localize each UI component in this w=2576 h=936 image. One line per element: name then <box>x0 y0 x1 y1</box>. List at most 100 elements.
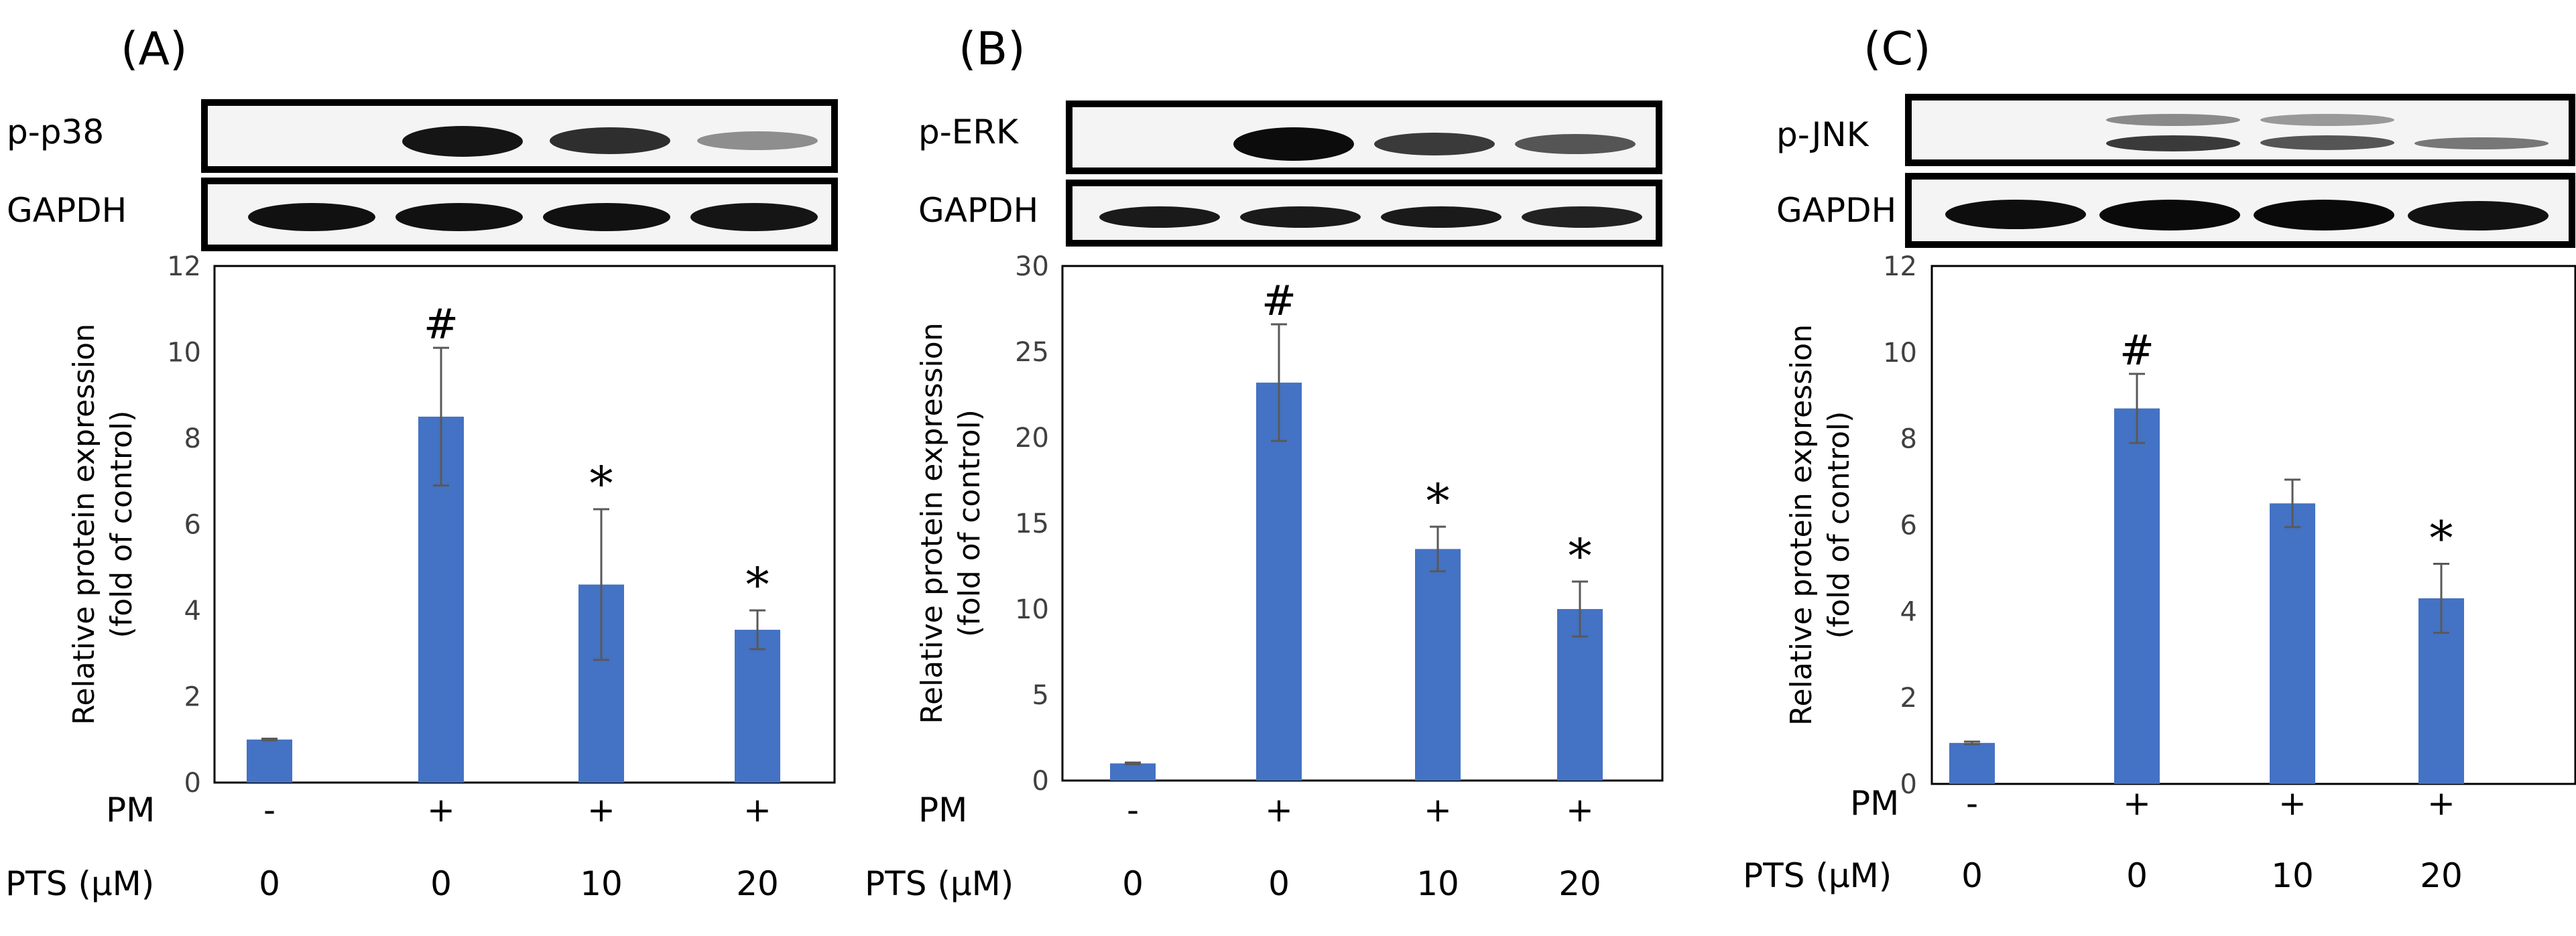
pts-value: 0 <box>259 864 280 903</box>
y-tick-label: 0 <box>184 768 201 799</box>
pts-value: 0 <box>430 864 452 903</box>
y-tick-label: 10 <box>167 338 201 369</box>
band <box>1515 134 1636 154</box>
pm-value: + <box>1566 791 1594 829</box>
panel-label: (A) <box>121 23 188 76</box>
bar <box>1110 763 1156 781</box>
y-tick-label: 0 <box>1032 766 1049 797</box>
panel-a: (A) p-p38 GAPDH 0 2 4 6 8 10 12 Relative protei… <box>0 0 838 936</box>
pm-value: - <box>263 791 276 829</box>
panel-label: (B) <box>959 23 1026 76</box>
bar <box>1557 609 1603 781</box>
band <box>248 203 375 231</box>
band <box>402 126 523 157</box>
bar-chart: 0 2 4 6 8 10 12 Relative protein expression (fol… <box>1784 251 2576 800</box>
band <box>1099 206 1220 228</box>
band <box>550 127 670 154</box>
y-tick-label: 5 <box>1032 680 1049 711</box>
y-axis-label: (fold of control) <box>953 409 987 637</box>
band <box>2260 114 2394 126</box>
y-axis-label: (fold of control) <box>105 411 139 639</box>
phospho-blot-label: p-p38 <box>7 113 105 151</box>
pts-value: 20 <box>1558 864 1601 903</box>
pts-value: 0 <box>1961 856 1983 895</box>
plot-frame <box>1930 265 2576 785</box>
y-tick-label: 2 <box>184 682 201 713</box>
band <box>395 203 523 231</box>
significance-marker: * <box>1569 529 1592 584</box>
loading-blot-label: GAPDH <box>7 191 127 230</box>
band <box>2099 200 2240 230</box>
pm-value: + <box>587 791 615 829</box>
y-tick-label: 20 <box>1015 423 1049 454</box>
bar <box>2114 408 2160 784</box>
pm-value: - <box>1126 791 1140 829</box>
y-tick-label: 10 <box>1883 338 1917 369</box>
loading-blot-label: GAPDH <box>918 191 1039 230</box>
significance-marker: # <box>2120 326 2154 375</box>
band <box>2414 137 2549 149</box>
plot-frame <box>213 265 836 784</box>
phospho-blot-image <box>1066 101 1662 174</box>
phospho-blot-image <box>201 99 838 173</box>
band <box>1374 133 1495 155</box>
pts-value: 0 <box>1268 864 1290 903</box>
band <box>2106 114 2240 126</box>
pts-value: 20 <box>736 864 779 903</box>
significance-marker: * <box>1426 474 1450 529</box>
y-axis-label: Relative protein expression <box>67 324 101 725</box>
y-tick-label: 0 <box>1900 769 1917 800</box>
y-tick-label: 6 <box>1900 511 1917 541</box>
pts-row-label: PTS (μM) <box>865 864 1014 903</box>
pm-row-label: PM <box>1850 784 1900 823</box>
panel-label: (C) <box>1863 23 1931 76</box>
phospho-blot-label: p-JNK <box>1776 115 1869 154</box>
phospho-blot-image <box>1905 94 2575 166</box>
pm-value: + <box>2278 784 2307 823</box>
pts-value: 10 <box>1416 864 1459 903</box>
pts-value: 0 <box>2126 856 2148 895</box>
y-tick-label: 4 <box>1900 596 1917 627</box>
significance-marker: * <box>746 557 770 612</box>
y-tick-label: 30 <box>1015 251 1049 282</box>
y-tick-label: 12 <box>1883 251 1917 282</box>
y-tick-label: 25 <box>1015 337 1049 368</box>
bar-chart: 0 2 4 6 8 10 12 Relative protein expression (fol… <box>67 251 836 799</box>
bar <box>1949 742 1995 784</box>
y-tick-label: 10 <box>1015 594 1049 625</box>
pts-value: 20 <box>2420 856 2463 895</box>
loading-blot-label: GAPDH <box>1776 191 1897 230</box>
band <box>2106 135 2240 151</box>
bar <box>1415 549 1461 781</box>
pm-row-label: PM <box>918 791 968 829</box>
band <box>690 203 818 231</box>
band <box>2408 201 2549 230</box>
loading-blot-image <box>1905 173 2575 248</box>
loading-blot-image <box>1066 180 1662 247</box>
pm-value: + <box>1424 791 1452 829</box>
bar-chart: 0 5 10 15 20 25 30 Relative protein expression(… <box>915 251 1664 797</box>
y-tick-label: 2 <box>1900 683 1917 714</box>
band <box>1381 206 1501 228</box>
phospho-blot-label: p-ERK <box>918 113 1018 151</box>
pts-row-label: PTS (μM) <box>1743 856 1892 895</box>
y-tick-label: 8 <box>184 423 201 454</box>
plot-frame <box>1061 265 1664 782</box>
bar <box>2270 503 2315 784</box>
significance-marker: # <box>424 299 458 348</box>
pm-value: + <box>2123 784 2151 823</box>
band <box>1945 200 2086 229</box>
significance-marker: * <box>2430 511 2453 565</box>
y-axis-label: (fold of control) <box>1822 411 1856 639</box>
loading-blot-image <box>201 178 838 251</box>
bar <box>1256 383 1302 781</box>
panel-c: (C) p-JNK GAPDH 0 2 4 6 8 10 12 Relative protei… <box>1729 0 2576 936</box>
y-axis-label: Relative protein expression <box>1784 324 1819 726</box>
band <box>1240 206 1361 228</box>
pts-value: 10 <box>580 864 623 903</box>
bar <box>247 739 292 783</box>
band <box>697 131 818 150</box>
pm-value: + <box>1265 791 1293 829</box>
pm-value: + <box>2427 784 2455 823</box>
y-tick-label: 6 <box>184 510 201 541</box>
